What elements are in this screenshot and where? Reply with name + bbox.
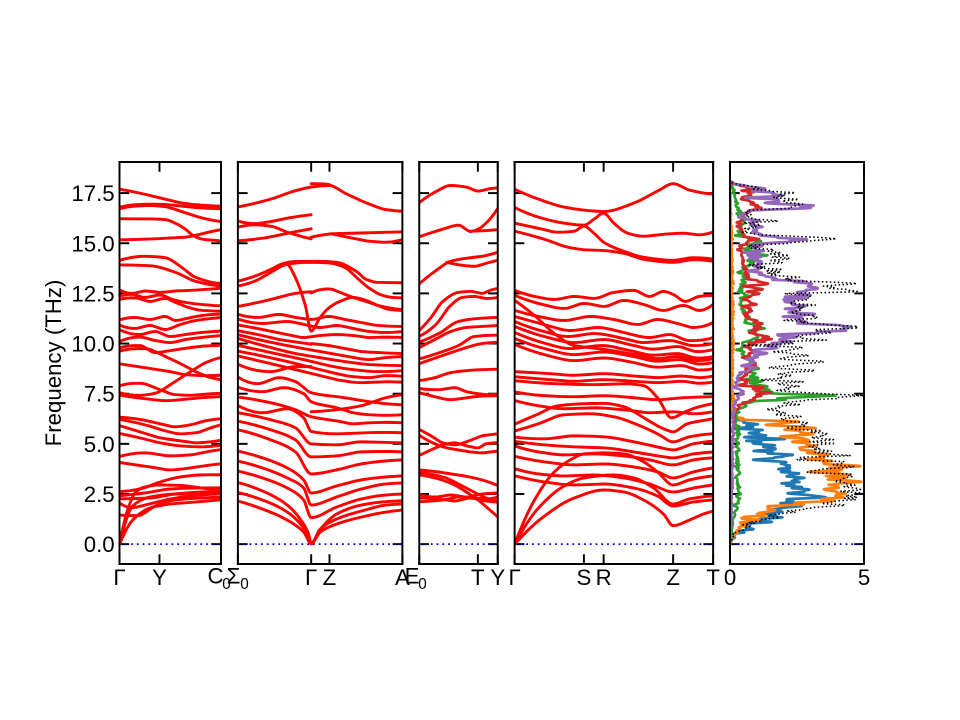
svg-text:Σ: Σ xyxy=(227,564,241,589)
svg-text:0: 0 xyxy=(724,565,736,590)
svg-text:0: 0 xyxy=(418,576,427,593)
svg-text:5.0: 5.0 xyxy=(84,432,115,457)
svg-text:Y: Y xyxy=(152,565,167,590)
svg-text:Z: Z xyxy=(323,565,337,590)
svg-text:0.0: 0.0 xyxy=(84,532,115,557)
svg-text:0: 0 xyxy=(240,576,248,593)
svg-text:10.0: 10.0 xyxy=(71,332,114,357)
svg-text:5: 5 xyxy=(858,565,870,590)
svg-text:T: T xyxy=(471,565,485,590)
svg-text:17.5: 17.5 xyxy=(71,181,114,206)
svg-text:Y: Y xyxy=(490,565,505,590)
svg-text:C: C xyxy=(207,564,223,589)
svg-text:S: S xyxy=(576,565,591,590)
svg-text:0: 0 xyxy=(222,576,230,593)
svg-text:Γ: Γ xyxy=(305,565,317,590)
svg-text:E: E xyxy=(405,564,420,589)
svg-text:A: A xyxy=(395,565,410,590)
svg-text:Γ: Γ xyxy=(509,565,521,590)
svg-text:Z: Z xyxy=(666,565,680,590)
svg-text:15.0: 15.0 xyxy=(71,231,114,256)
svg-text:12.5: 12.5 xyxy=(71,281,114,306)
svg-text:2.5: 2.5 xyxy=(84,482,115,507)
svg-text:Γ: Γ xyxy=(113,565,125,590)
svg-text:T: T xyxy=(706,565,720,590)
svg-text:Frequency (THz): Frequency (THz) xyxy=(41,280,66,447)
svg-text:R: R xyxy=(596,565,612,590)
svg-text:7.5: 7.5 xyxy=(84,382,115,407)
